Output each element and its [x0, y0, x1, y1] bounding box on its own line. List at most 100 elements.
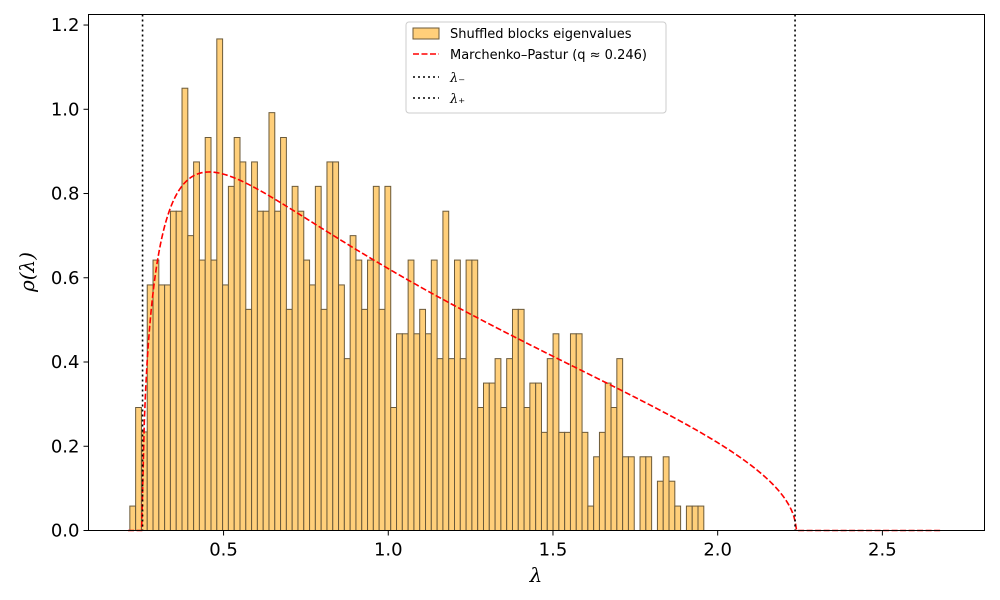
y-tick-label: 0.4	[51, 352, 80, 373]
y-tick-label: 0.2	[51, 436, 80, 457]
histogram-bar	[610, 407, 618, 531]
x-tick-label: 1.0	[374, 540, 403, 561]
histogram-bar	[297, 210, 305, 532]
histogram-bar	[448, 358, 456, 531]
histogram-bar	[674, 505, 682, 531]
histogram-bar	[482, 382, 490, 532]
x-tick-label: 2.5	[868, 540, 897, 561]
histogram-bar	[233, 136, 241, 531]
histogram-bar	[216, 38, 224, 531]
x-axis-ticks: 0.5 1.0 1.5 2.0 2.5	[209, 530, 897, 561]
y-axis-ticks: 0.0 0.2 0.4 0.6 0.8 1.0 1.2	[51, 15, 89, 542]
x-tick-label: 0.5	[209, 540, 238, 561]
histogram-bar	[384, 185, 392, 531]
histogram-bar	[471, 259, 479, 531]
histogram-bar	[280, 136, 287, 531]
histogram-bar	[442, 210, 450, 532]
histogram-bar	[152, 259, 160, 531]
histogram-bar	[419, 308, 427, 531]
x-tick-label: 2.0	[703, 540, 732, 561]
histogram-bar	[645, 456, 653, 531]
histogram-bar	[320, 308, 328, 531]
histogram-bar	[477, 407, 484, 531]
histogram-bar	[413, 333, 421, 532]
histogram-bar	[407, 259, 415, 531]
histogram-bar	[256, 210, 264, 532]
histogram-bar	[204, 136, 212, 531]
y-tick-label: 0.8	[51, 184, 80, 205]
histogram-bar	[158, 284, 166, 531]
legend: Shuffled blocks eigenvalues Marchenko–Pa…	[405, 21, 667, 114]
histogram-bar	[488, 382, 496, 532]
histogram-bar	[303, 259, 311, 531]
histogram-bar	[569, 333, 577, 532]
histogram-bar	[326, 161, 334, 532]
histogram-bar	[187, 235, 195, 531]
histogram-bar	[668, 480, 676, 531]
histogram-bar	[535, 382, 542, 532]
histogram-bar	[593, 456, 600, 531]
y-tick-label: 1.0	[51, 99, 80, 120]
histogram-bar	[227, 185, 235, 531]
histogram-bar	[616, 358, 624, 531]
histogram-bar	[210, 259, 218, 531]
histogram-bar	[309, 284, 316, 531]
histogram-bar	[436, 358, 444, 531]
legend-box	[405, 21, 667, 114]
histogram-bar	[575, 333, 583, 532]
histogram-bar	[581, 431, 589, 532]
histogram-bar	[662, 456, 670, 531]
histogram-bar	[135, 407, 142, 531]
histogram-bar	[506, 358, 513, 531]
legend-label-mp: Marchenko–Pastur (q ≈ 0.246)	[450, 48, 647, 63]
x-tick-label: 1.5	[539, 540, 568, 561]
histogram-bar	[169, 210, 177, 532]
histogram-bar	[639, 456, 647, 531]
histogram-bar	[129, 505, 137, 531]
histogram-bar	[401, 333, 409, 532]
histogram-bar	[622, 456, 629, 531]
histogram-bar	[500, 407, 508, 531]
y-axis-label: ρ(λ)	[15, 252, 39, 293]
histogram-bar	[529, 382, 537, 532]
y-tick-label: 0.0	[51, 521, 80, 542]
histogram-bar	[598, 431, 606, 532]
histogram-bar	[558, 431, 566, 532]
y-tick-label: 0.6	[51, 268, 80, 289]
histogram-bar	[338, 284, 345, 531]
histogram-bar	[175, 210, 183, 532]
histogram-bar	[222, 284, 229, 531]
histogram-bar	[564, 431, 571, 532]
histogram-bar	[367, 259, 374, 531]
histogram-bar	[656, 480, 664, 531]
histogram-bar	[262, 210, 270, 532]
histogram-bar	[198, 259, 206, 531]
histogram-bar	[511, 308, 519, 531]
histogram-bar	[523, 407, 531, 531]
histogram-bar	[343, 358, 351, 531]
histogram-bar	[314, 185, 322, 531]
histogram-bar	[291, 185, 299, 531]
histogram-bar	[697, 505, 705, 531]
histogram-bar	[552, 333, 560, 532]
histogram-bar	[540, 431, 548, 532]
histogram-bar	[193, 161, 200, 532]
histogram-bar	[425, 333, 432, 532]
histogram-bar	[691, 505, 699, 531]
histogram-bar	[349, 235, 357, 531]
histogram-bar	[517, 308, 525, 531]
legend-label-lambda-minus: λ₋	[449, 71, 465, 86]
histogram-bar	[390, 407, 398, 531]
histogram-bar	[355, 259, 363, 531]
histogram-bar	[372, 185, 380, 531]
y-tick-label: 1.2	[51, 15, 80, 36]
histogram-bar	[494, 358, 502, 531]
histogram-bar	[251, 161, 258, 532]
histogram-bar	[361, 308, 369, 531]
legend-label-histogram: Shuffled blocks eigenvalues	[450, 27, 632, 42]
histogram-bar	[627, 456, 635, 531]
histogram-bar	[239, 161, 247, 532]
histogram-bar	[459, 358, 467, 531]
histogram-bar	[332, 161, 340, 532]
